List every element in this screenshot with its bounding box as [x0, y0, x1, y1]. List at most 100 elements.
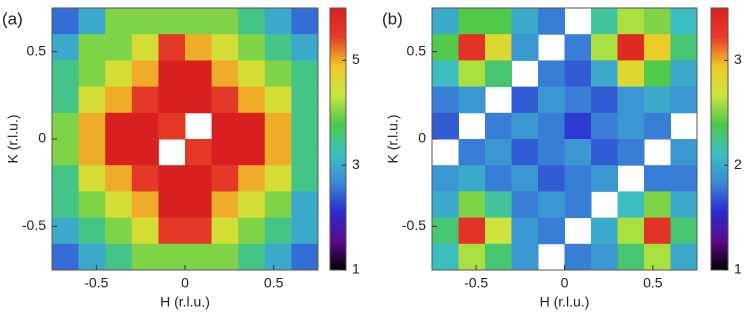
- heatmap-cell: [644, 243, 671, 271]
- heatmap-cell: [670, 217, 698, 245]
- y-axis-label: K (r.l.u.): [5, 114, 21, 163]
- heatmap-cell: [238, 139, 266, 166]
- heatmap-cell: [264, 139, 292, 166]
- heatmap-cell: [670, 243, 698, 271]
- heatmap-cell: [211, 217, 239, 245]
- heatmap-cell: [670, 34, 698, 61]
- heatmap-cell: [78, 8, 106, 35]
- heatmap-cell: [105, 8, 133, 35]
- heatmap-cell: [432, 8, 459, 35]
- heatmap-cell: [185, 139, 213, 166]
- heatmap-cell: [238, 34, 266, 61]
- heatmap-cell: [538, 191, 565, 219]
- heatmap-cell: [617, 34, 645, 61]
- heatmap-cell: [644, 60, 671, 88]
- heatmap-cell: [238, 60, 266, 88]
- colorbar-tick-label: 3: [352, 156, 360, 172]
- heatmap-cell: [291, 165, 319, 192]
- heatmap-cell: [291, 191, 319, 219]
- heatmap-cell: [432, 191, 459, 219]
- heatmap-cell: [432, 86, 459, 114]
- heatmap-cell: [564, 139, 592, 166]
- heatmap-cell: [458, 243, 486, 271]
- heatmap-cell: [670, 60, 698, 88]
- heatmap-cell: [670, 139, 698, 166]
- heatmap-cell: [185, 60, 213, 88]
- heatmap-cell: [432, 165, 459, 192]
- heatmap-cell: [211, 8, 239, 35]
- heatmap-cell: [105, 60, 133, 88]
- heatmap-cell: [617, 86, 645, 114]
- heatmap-cell: [670, 165, 698, 192]
- heatmap-cell: [458, 139, 486, 166]
- heatmap-cell: [52, 191, 80, 219]
- heatmap-cell: [538, 86, 565, 114]
- heatmap-cell: [291, 34, 319, 61]
- heatmap-cell: [185, 243, 213, 271]
- heatmap-cell: [158, 191, 186, 219]
- heatmap-cell: [291, 86, 319, 114]
- heatmap-cell: [538, 60, 565, 88]
- heatmap-cell: [52, 243, 80, 271]
- heatmap-cell: [458, 165, 486, 192]
- heatmap-cell: [131, 86, 159, 114]
- x-tick-label: -0.5: [84, 275, 108, 291]
- heatmap-cell: [617, 191, 645, 219]
- heatmap-cell: [105, 217, 133, 245]
- heatmap-cell: [564, 165, 592, 192]
- heatmap-cell: [485, 243, 512, 271]
- colorbar-tick-label: 5: [352, 51, 360, 67]
- heatmap-cell: [432, 112, 459, 140]
- heatmap-cell: [158, 86, 186, 114]
- heatmap-cell: [564, 86, 592, 114]
- heatmap-cell: [670, 191, 698, 219]
- heatmap-cell: [131, 60, 159, 88]
- heatmap-cell: [131, 165, 159, 192]
- heatmap-cell: [238, 243, 266, 271]
- heatmap-cell: [485, 8, 512, 35]
- colorbar-tick-label: 1: [352, 261, 360, 277]
- heatmap-cell: [131, 243, 159, 271]
- heatmap-cell: [644, 217, 671, 245]
- heatmap-cell: [105, 112, 133, 140]
- heatmap-cell: [185, 8, 213, 35]
- heatmap-cell: [264, 34, 292, 61]
- heatmap-cell: [591, 112, 618, 140]
- heatmap-cell: [158, 60, 186, 88]
- heatmap-cell: [211, 165, 239, 192]
- heatmap-cell: [458, 34, 486, 61]
- heatmap-cell: [644, 8, 671, 35]
- heatmap-cell: [485, 191, 512, 219]
- heatmap-cell: [617, 217, 645, 245]
- heatmap-cell: [644, 191, 671, 219]
- heatmap-cell: [78, 86, 106, 114]
- heatmap-cell: [78, 60, 106, 88]
- heatmap-cell: [458, 86, 486, 114]
- heatmap-cell: [291, 8, 319, 35]
- heatmap-cell: [670, 86, 698, 114]
- heatmap-cell: [131, 8, 159, 35]
- heatmap-cell: [131, 139, 159, 166]
- y-tick-label: 0.5: [407, 42, 427, 58]
- heatmap-cell: [644, 34, 671, 61]
- heatmap-cell: [52, 217, 80, 245]
- heatmap-cell: [185, 217, 213, 245]
- colorbar: [710, 7, 729, 271]
- heatmap-cell: [211, 191, 239, 219]
- heatmap-cell: [52, 165, 80, 192]
- heatmap-cell: [105, 86, 133, 114]
- heatmap-cell: [238, 217, 266, 245]
- panel-label: (a): [2, 9, 23, 28]
- heatmap-cell: [564, 34, 592, 61]
- heatmap-cell: [131, 34, 159, 61]
- heatmap-cell: [264, 217, 292, 245]
- heatmap-cell: [458, 217, 486, 245]
- heatmap-cell: [617, 139, 645, 166]
- heatmap-cell: [158, 8, 186, 35]
- heatmap-cell: [105, 243, 133, 271]
- heatmap-cell: [211, 243, 239, 271]
- heatmap-cell: [485, 139, 512, 166]
- heatmap-cell: [564, 112, 592, 140]
- heatmap-cell: [131, 191, 159, 219]
- heatmap-cell: [432, 217, 459, 245]
